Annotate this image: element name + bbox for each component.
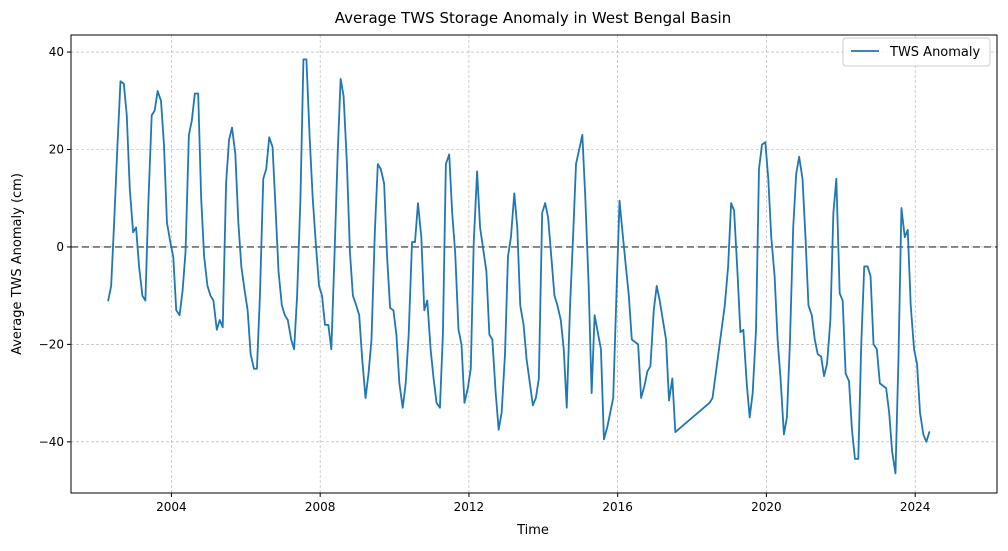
y-axis-label: Average TWS Anomaly (cm) <box>10 173 25 355</box>
x-tick-label: 2012 <box>454 500 485 514</box>
x-tick-label: 2008 <box>305 500 336 514</box>
x-tick-label: 2016 <box>602 500 633 514</box>
plot-area-frame <box>70 34 998 494</box>
y-axis-ticks: −40 −20 0 20 40 <box>39 45 71 449</box>
legend-box <box>842 37 991 67</box>
y-tick-label: 0 <box>56 240 64 254</box>
y-tick-label: −40 <box>39 435 64 449</box>
y-tick-label: −20 <box>39 337 64 351</box>
x-tick-label: 2004 <box>156 500 187 514</box>
series-line-tws-anomaly <box>107 58 931 475</box>
chart-title: Average TWS Storage Anomaly in West Beng… <box>335 9 731 27</box>
x-tick-label: 2024 <box>900 500 931 514</box>
x-axis-ticks: 2004 2008 2012 2016 2020 2024 <box>156 493 930 514</box>
x-axis-label: Time <box>516 523 549 538</box>
legend-label-tws-anomaly: TWS Anomaly <box>889 45 981 60</box>
legend: TWS Anomaly <box>842 37 991 67</box>
y-tick-label: 40 <box>49 45 64 59</box>
x-tick-label: 2020 <box>751 500 782 514</box>
series-group <box>107 58 931 475</box>
y-tick-label: 20 <box>49 143 64 157</box>
